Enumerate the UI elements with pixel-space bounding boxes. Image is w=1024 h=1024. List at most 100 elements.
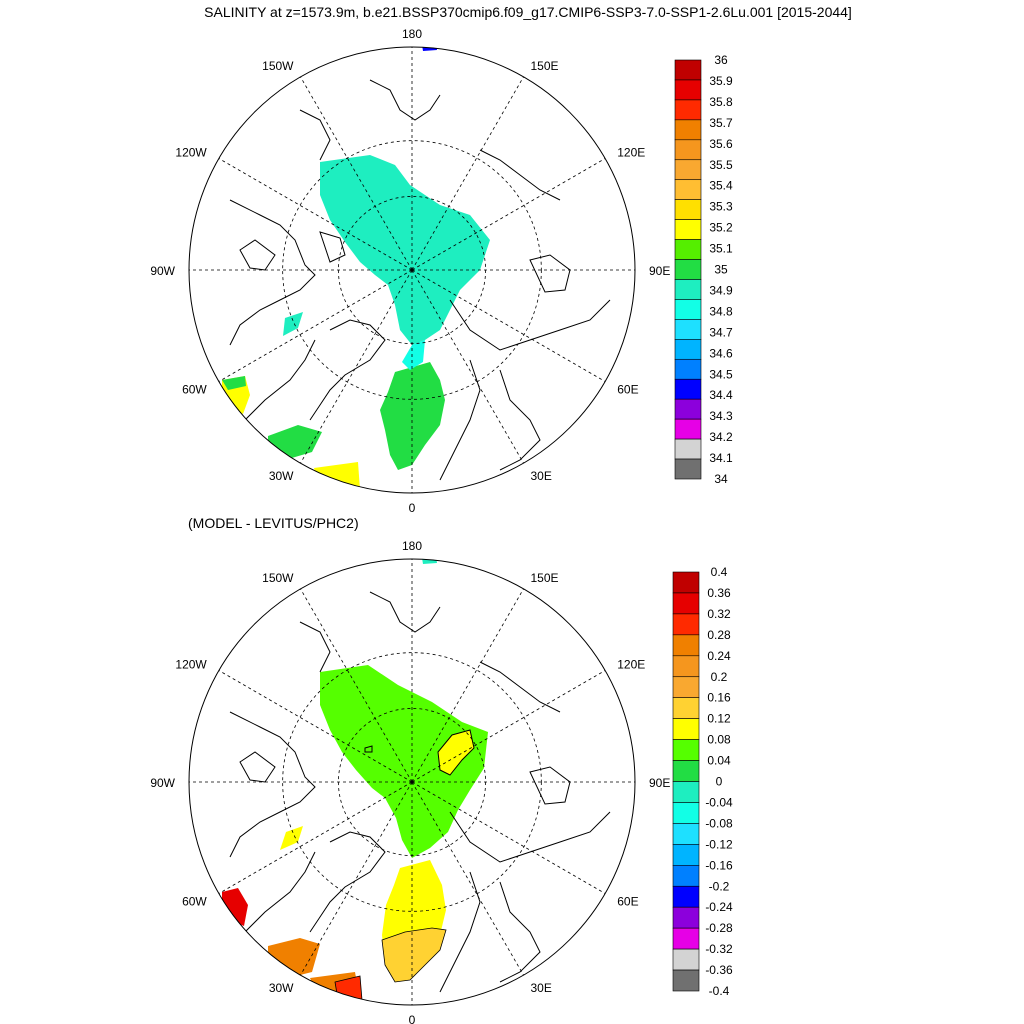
- colorbar-tick-label: -0.28: [705, 921, 733, 935]
- colorbar-swatch: [672, 781, 700, 803]
- colorbar-swatch: [674, 398, 702, 420]
- colorbar-swatch: [672, 592, 700, 615]
- colorbar-tick-label: 35: [714, 263, 728, 277]
- longitude-label: 60W: [182, 383, 207, 397]
- colorbar-tick-label: 34.3: [709, 409, 733, 423]
- colorbar-swatch: [672, 885, 700, 908]
- colorbar-tick-label: -0.04: [705, 795, 733, 809]
- longitude-label: 30W: [269, 981, 294, 995]
- colorbar-tick-label: 35.4: [709, 179, 733, 193]
- colorbar-tick-label: 0.08: [707, 733, 731, 747]
- nordic-seas-region: [380, 362, 445, 470]
- colorbar-swatch: [674, 358, 702, 380]
- colorbar-swatch: [674, 378, 702, 400]
- longitude-label: 30E: [531, 469, 552, 483]
- colorbar-swatch: [672, 969, 700, 992]
- meridian-line: [218, 269, 413, 382]
- longitude-label: 90E: [649, 776, 670, 790]
- colorbar-swatch: [674, 279, 702, 300]
- meridian-line: [218, 670, 413, 783]
- colorbar-swatch: [674, 179, 702, 200]
- colorbar-swatch: [674, 79, 702, 101]
- colorbar-swatch: [672, 802, 700, 824]
- colorbar-tick-label: 35.8: [709, 95, 733, 109]
- meridian-line: [411, 76, 524, 271]
- colorbar: 36 35.9 35.8 35.7 35.6 35.5 35.4 35.3 35.2 35.1 35…: [674, 53, 733, 486]
- colorbar-swatch: [674, 119, 702, 141]
- colorbar-tick-label: 0.12: [707, 712, 731, 726]
- latitude-circle: [282, 140, 542, 400]
- colorbar-tick-label: 35.7: [709, 116, 733, 130]
- colorbar-swatch: [674, 139, 702, 161]
- longitude-label: 30W: [269, 469, 294, 483]
- longitude-label: 180: [402, 27, 422, 41]
- longitude-labels: 180 150E 120E 90E 60E 30E 0 30W 60W 90W 120W 150W: [150, 539, 670, 1024]
- longitude-label: 150W: [262, 59, 294, 73]
- colorbar-tick-label: 0.16: [707, 691, 731, 705]
- colorbar-tick-label: 36: [714, 53, 728, 67]
- meridian-line: [218, 781, 413, 894]
- coastlines: [229, 79, 611, 481]
- longitude-label: 120W: [175, 146, 207, 160]
- chart-title: SALINITY at z=1573.9m, b.e21.BSSP370cmip…: [204, 4, 852, 20]
- longitude-label: 150E: [531, 571, 559, 585]
- colorbar-swatch: [672, 739, 700, 761]
- colorbar-swatch: [674, 438, 702, 460]
- meridian-line: [411, 588, 524, 783]
- meridian-line: [411, 781, 606, 894]
- longitude-label: 120E: [617, 146, 645, 160]
- longitude-label: 120W: [175, 658, 207, 672]
- colorbar-tick-label: 35.1: [709, 242, 733, 256]
- colorbar-swatch: [672, 844, 700, 866]
- baffin-bay-region: [280, 826, 303, 850]
- graticule: [189, 559, 635, 1005]
- meridian-line: [300, 76, 413, 271]
- colorbar-tick-label: 0.28: [707, 628, 731, 642]
- colorbar-swatch: [674, 458, 702, 480]
- baffin-bay-region: [283, 312, 303, 336]
- colorbar-tick-label: -0.36: [705, 963, 733, 977]
- colorbar-tick-label: 34.2: [709, 430, 733, 444]
- colorbar-swatch: [672, 864, 700, 887]
- longitude-label: 120E: [617, 658, 645, 672]
- colorbar-swatch: [672, 948, 700, 971]
- longitude-label: 30E: [531, 981, 552, 995]
- colorbar-swatch: [672, 760, 700, 782]
- meridian-line: [411, 781, 524, 976]
- colorbar-tick-label: 34.4: [709, 388, 733, 402]
- difference-panel: (MODEL - LEVITUS/PHC2): [150, 515, 733, 1024]
- longitude-label: 180: [402, 539, 422, 553]
- greenland-sea-region: [381, 927, 447, 983]
- colorbar-swatch: [672, 927, 700, 950]
- colorbar-tick-label: 0.24: [707, 649, 731, 663]
- longitude-label: 150W: [262, 571, 294, 585]
- map-border: [188, 558, 636, 1006]
- colorbar-swatch: [672, 613, 700, 636]
- small-island-contour: [364, 745, 373, 753]
- colorbar-swatch: [674, 199, 702, 220]
- colorbar-tick-label: 0.36: [707, 586, 731, 600]
- colorbar-swatch: [672, 571, 700, 594]
- longitude-label: 0: [409, 501, 416, 515]
- colorbar-swatch: [672, 676, 700, 699]
- map-border: [188, 46, 636, 494]
- salinity-panel: SALINITY at z=1573.9m, b.e21.BSSP370cmip…: [150, 4, 852, 515]
- colorbar-swatch: [674, 418, 702, 440]
- central-arctic-region: [320, 665, 488, 858]
- colorbar-tick-label: 34: [714, 472, 728, 486]
- meridian-line: [411, 269, 524, 464]
- longitude-label: 60W: [182, 895, 207, 909]
- colorbar-tick-label: 34.6: [709, 346, 733, 360]
- colorbar-tick-label: 0.4: [711, 565, 728, 579]
- colorbar-swatch: [672, 655, 700, 678]
- colorbar-swatch: [672, 634, 700, 657]
- colorbar-swatch: [674, 99, 702, 121]
- colorbar: 0.4 0.36 0.32 0.28 0.24 0.2 0.16 0.12 0.08 0.04 0 -…: [672, 565, 733, 998]
- colorbar-tick-label: 34.1: [709, 451, 733, 465]
- colorbar-tick-label: 0.04: [707, 754, 731, 768]
- colorbar-tick-label: 0: [716, 775, 723, 789]
- colorbar-tick-label: -0.12: [705, 837, 733, 851]
- colorbar-tick-label: 35.6: [709, 137, 733, 151]
- fram-strait-region: [402, 340, 425, 370]
- colorbar-tick-label: 35.9: [709, 74, 733, 88]
